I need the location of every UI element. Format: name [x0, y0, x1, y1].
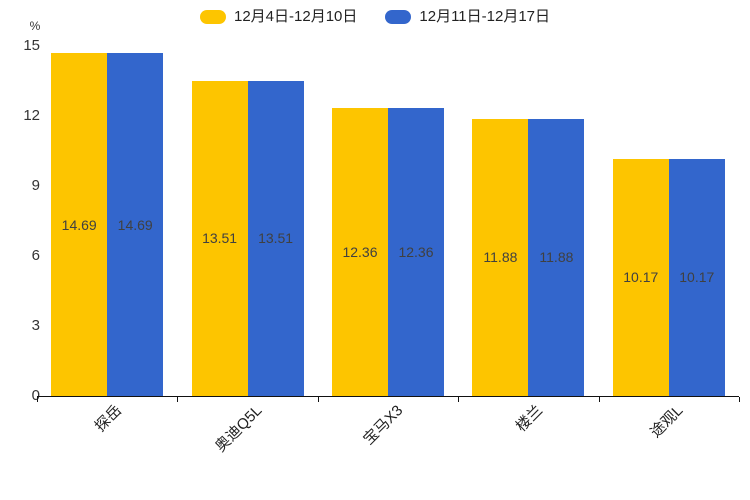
bar-途观L-series-1[interactable] [612, 158, 669, 396]
bar-value-label: 10.17 [623, 269, 659, 286]
x-axis-line [37, 396, 739, 397]
y-axis-tick-label: 9 [31, 177, 40, 194]
x-axis-category-label: 奥迪Q5L [212, 402, 266, 456]
x-axis-tick [739, 397, 740, 402]
bar-value-label: 14.69 [61, 216, 97, 233]
bar-探岳-series-1[interactable] [51, 53, 108, 396]
bar-value-label: 10.17 [679, 269, 715, 286]
y-axis-tick-label: 0 [31, 387, 40, 404]
legend-label: 12月4日-12月10日 [233, 8, 358, 25]
y-axis-tick-label: 3 [31, 317, 40, 334]
bar-value-label: 14.69 [117, 216, 153, 233]
x-axis-tick [177, 397, 178, 402]
legend-item-series-1[interactable]: 12月4日-12月10日 [199, 8, 358, 26]
bar-楼兰-series-2[interactable] [528, 118, 585, 396]
x-axis-category-label: 探岳 [91, 402, 126, 436]
bar-value-label: 13.51 [258, 230, 294, 247]
chart-legend: 12月4日-12月10日 12月11日-12月17日 [0, 8, 750, 26]
bar-楼兰-series-1[interactable] [472, 118, 529, 396]
bar-途观L-series-2[interactable] [668, 158, 725, 396]
bar-value-label: 12.36 [398, 243, 434, 260]
bar-宝马X3-series-1[interactable] [332, 107, 388, 396]
x-axis-tick [458, 397, 459, 402]
x-axis-tick [318, 397, 319, 402]
bar-宝马X3-series-2[interactable] [388, 107, 444, 396]
bar-奥迪Q5L-series-1[interactable] [191, 80, 248, 396]
x-axis-category-label: 途观L [647, 402, 687, 442]
x-axis-category-label: 宝马X3 [359, 402, 407, 449]
y-axis-tick-label: 15 [23, 37, 40, 54]
bar-value-label: 12.36 [342, 243, 378, 260]
x-axis-tick [37, 397, 38, 402]
legend-item-series-2[interactable]: 12月11日-12月17日 [385, 8, 550, 26]
x-axis-tick [599, 397, 600, 402]
legend-swatch-icon [199, 10, 226, 24]
bar-探岳-series-2[interactable] [107, 53, 164, 396]
bar-奥迪Q5L-series-2[interactable] [247, 80, 304, 396]
y-axis-tick-label: 6 [31, 247, 40, 264]
bar-value-label: 11.88 [483, 249, 518, 266]
bar-value-label: 13.51 [202, 230, 238, 247]
legend-label: 12月11日-12月17日 [419, 8, 551, 25]
y-axis-unit-label: % [29, 19, 41, 33]
bar-value-label: 11.88 [539, 249, 574, 266]
x-axis-category-label: 楼兰 [513, 402, 547, 436]
legend-swatch-icon [385, 10, 412, 24]
y-axis-tick-label: 12 [23, 107, 40, 124]
